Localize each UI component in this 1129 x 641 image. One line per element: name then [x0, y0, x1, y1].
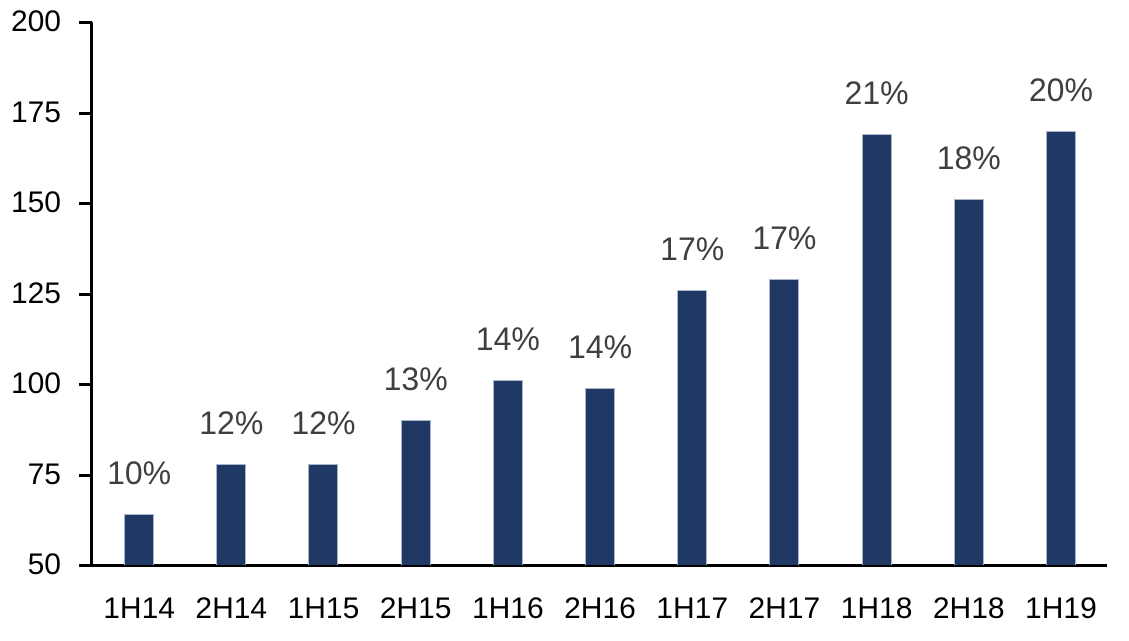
y-tick-mark [79, 292, 92, 296]
y-tick-mark [79, 111, 92, 115]
x-category-label: 1H16 [471, 592, 544, 625]
bar-1H15 [308, 463, 339, 565]
y-tick-label: 150 [10, 186, 61, 219]
bar-value-label: 12% [291, 404, 356, 441]
bar-value-label: 10% [107, 455, 172, 492]
bar-value-label: 14% [475, 321, 540, 358]
x-category-label: 1H17 [656, 592, 729, 625]
x-category-label: 2H17 [748, 592, 821, 625]
y-axis-line [90, 22, 93, 567]
bar-value-label: 20% [1028, 71, 1093, 108]
x-axis-line [79, 564, 1107, 567]
y-tick-label: 200 [10, 5, 61, 38]
y-tick-label: 175 [10, 95, 61, 129]
y-tick-mark [79, 21, 92, 24]
x-category-label: 1H15 [287, 592, 360, 625]
y-tick-mark [79, 202, 92, 205]
y-tick-mark [79, 383, 92, 386]
bar-value-label: 18% [936, 140, 1001, 177]
y-tick-label: 125 [10, 276, 61, 310]
bar-value-label: 14% [567, 328, 633, 365]
bar-1H14 [124, 514, 155, 565]
bar-value-label: 13% [383, 361, 448, 398]
bar-value-label: 21% [844, 75, 909, 112]
x-category-label: 1H14 [103, 592, 175, 625]
bar-value-label: 12% [199, 404, 264, 441]
bar-value-label: 17% [752, 220, 817, 257]
y-tick-label: 100 [10, 367, 61, 400]
bar-2H15 [400, 420, 431, 565]
bar-1H18 [861, 134, 892, 565]
bar-value-label: 17% [660, 230, 725, 267]
x-category-label: 2H16 [564, 592, 636, 625]
bar-2H14 [216, 463, 247, 565]
y-tick-mark [79, 473, 92, 477]
bar-1H19 [1045, 130, 1076, 565]
y-tick-label: 50 [27, 548, 61, 581]
y-tick-label: 75 [27, 457, 61, 491]
x-category-label: 1H18 [840, 592, 913, 625]
x-category-label: 2H14 [195, 592, 268, 625]
bar-1H16 [492, 380, 523, 565]
x-category-label: 2H18 [932, 592, 1005, 625]
bar-1H17 [677, 289, 708, 565]
bar-2H18 [953, 199, 984, 565]
x-category-label: 2H15 [379, 592, 452, 625]
x-category-label: 1H19 [1025, 592, 1097, 625]
bar-2H16 [585, 387, 615, 565]
bar-2H17 [769, 279, 800, 565]
